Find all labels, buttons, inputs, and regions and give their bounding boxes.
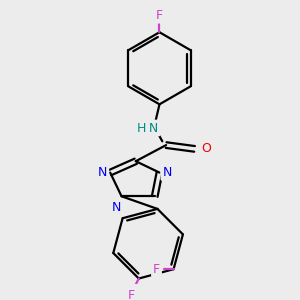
Text: N: N: [98, 166, 107, 179]
Text: N: N: [112, 201, 122, 214]
Text: F: F: [128, 289, 135, 300]
Text: N: N: [162, 166, 172, 179]
Text: F: F: [156, 9, 163, 22]
Text: O: O: [201, 142, 211, 155]
Text: H N: H N: [137, 122, 159, 134]
Text: F: F: [153, 263, 160, 276]
